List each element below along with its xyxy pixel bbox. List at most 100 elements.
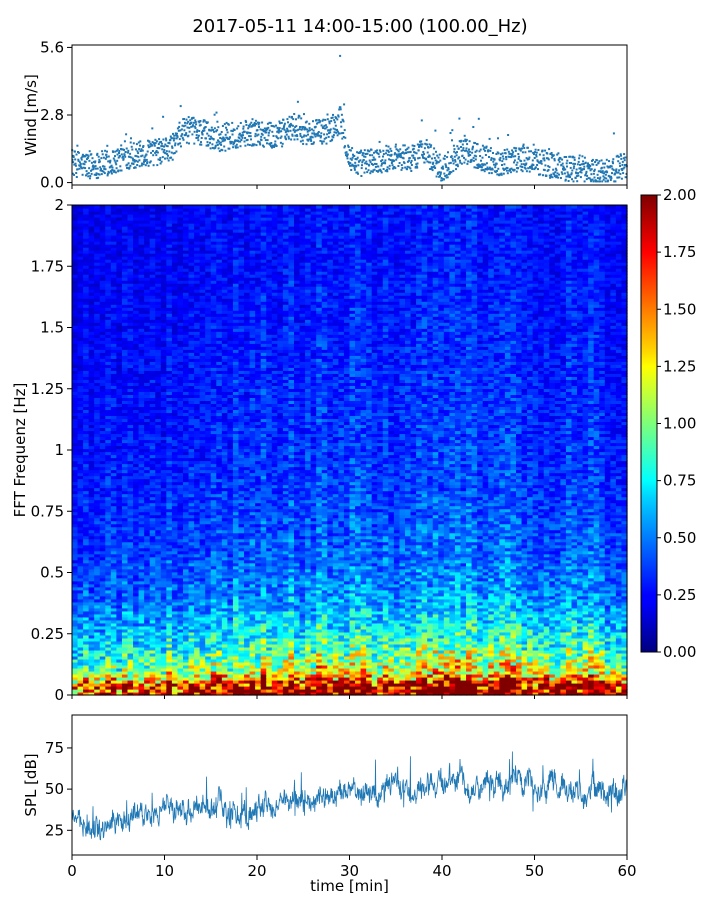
wind-point xyxy=(569,156,571,158)
wind-point xyxy=(331,139,333,141)
wind-point xyxy=(550,174,552,176)
wind-point xyxy=(207,141,209,143)
wind-point xyxy=(257,134,259,136)
wind-point xyxy=(379,141,381,143)
wind-point xyxy=(106,156,108,158)
wind-point xyxy=(172,159,174,161)
wind-point xyxy=(170,157,172,159)
wind-point xyxy=(458,118,460,120)
wind-point xyxy=(471,159,473,161)
wind-point xyxy=(119,155,121,157)
wind-point xyxy=(166,150,168,152)
wind-point xyxy=(407,151,409,153)
wind-point xyxy=(183,118,185,120)
wind-point xyxy=(433,165,435,167)
wind-point xyxy=(453,145,455,147)
wind-point xyxy=(168,151,170,153)
wind-point xyxy=(338,116,340,118)
wind-point xyxy=(614,180,616,182)
wind-point xyxy=(579,164,581,166)
wind-point xyxy=(611,172,613,174)
wind-point xyxy=(395,159,397,161)
wind-point xyxy=(578,157,580,159)
wind-point xyxy=(406,168,408,170)
wind-point xyxy=(151,127,153,129)
wind-point xyxy=(307,134,309,136)
wind-point xyxy=(250,138,252,140)
wind-point xyxy=(441,177,443,179)
wind-point xyxy=(284,123,286,125)
wind-point xyxy=(333,134,335,136)
wind-point xyxy=(193,122,195,124)
wind-point xyxy=(173,135,175,137)
wind-point xyxy=(248,126,250,128)
wind-point xyxy=(546,153,548,155)
wind-point xyxy=(270,142,272,144)
wind-point xyxy=(583,166,585,168)
wind-point xyxy=(363,159,365,161)
wind-point xyxy=(215,145,217,147)
wind-point xyxy=(452,160,454,162)
wind-point xyxy=(520,150,522,152)
wind-point xyxy=(200,141,202,143)
wind-point xyxy=(394,167,396,169)
wind-point xyxy=(245,124,247,126)
wind-point xyxy=(607,180,609,182)
wind-point xyxy=(388,151,390,153)
wind-point xyxy=(515,150,517,152)
wind-point xyxy=(613,132,615,134)
wind-point xyxy=(468,149,470,151)
wind-point xyxy=(413,145,415,147)
wind-point xyxy=(138,148,140,150)
spectrogram-cell xyxy=(133,205,139,209)
wind-point xyxy=(344,145,346,147)
wind-point xyxy=(196,129,198,131)
wind-point xyxy=(320,132,322,134)
wind-point xyxy=(129,153,131,155)
wind-point xyxy=(573,180,575,182)
wind-point xyxy=(325,124,327,126)
wind-point xyxy=(534,151,536,153)
wind-point xyxy=(594,177,596,179)
wind-point xyxy=(288,138,290,140)
wind-point xyxy=(329,131,331,133)
wind-point xyxy=(535,166,537,168)
wind-point xyxy=(382,156,384,158)
wind-point xyxy=(544,159,546,161)
wind-point xyxy=(424,147,426,149)
wind-point xyxy=(367,153,369,155)
wind-point xyxy=(220,142,222,144)
wind-point xyxy=(131,149,133,151)
wind-point xyxy=(606,171,608,173)
wind-point xyxy=(477,143,479,145)
wind-point xyxy=(239,133,241,135)
wind-point xyxy=(270,122,272,124)
wind-point xyxy=(536,152,538,154)
wind-point xyxy=(357,164,359,166)
wind-point xyxy=(205,137,207,139)
wind-point xyxy=(165,138,167,140)
wind-point xyxy=(510,156,512,158)
wind-point xyxy=(400,154,402,156)
wind-point xyxy=(584,157,586,159)
wind-point xyxy=(213,138,215,140)
wind-point xyxy=(209,142,211,144)
wind-point xyxy=(501,164,503,166)
wind-point xyxy=(194,131,196,133)
wind-point xyxy=(77,168,79,170)
wind-point xyxy=(293,113,295,115)
wind-point xyxy=(186,142,188,144)
wind-point xyxy=(315,126,317,128)
wind-point xyxy=(488,172,490,174)
wind-point xyxy=(542,150,544,152)
wind-point xyxy=(195,121,197,123)
wind-point xyxy=(401,167,403,169)
wind-point xyxy=(125,151,127,153)
wind-point xyxy=(496,163,498,165)
wind-point xyxy=(309,127,311,129)
wind-point xyxy=(343,120,345,122)
wind-point xyxy=(620,158,622,160)
wind-point xyxy=(398,150,400,152)
wind-point xyxy=(99,166,101,168)
wind-point xyxy=(130,142,132,144)
